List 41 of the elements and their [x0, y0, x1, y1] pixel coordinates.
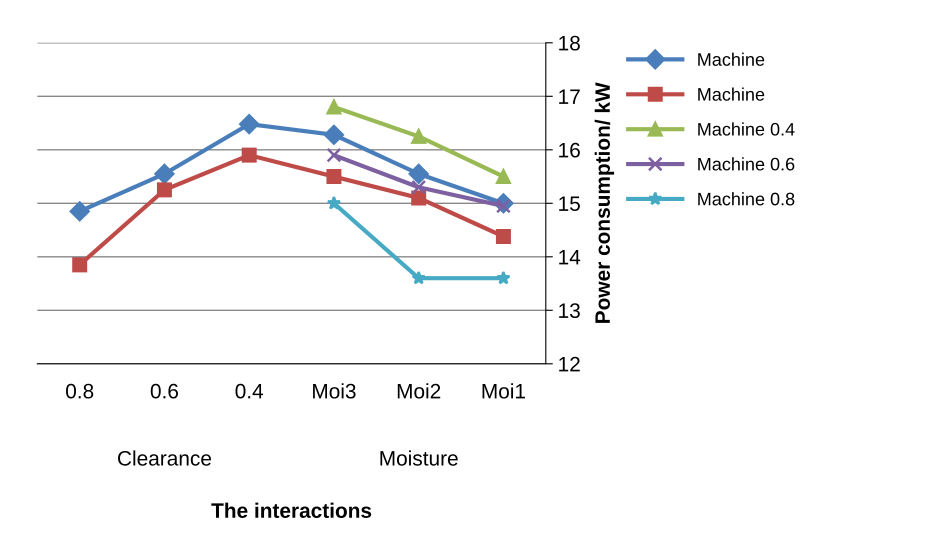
point — [411, 180, 426, 195]
point — [239, 114, 260, 134]
y-tick-label: 12 — [559, 356, 580, 372]
legend-label: Machine 0.6 — [698, 157, 794, 171]
point — [242, 148, 257, 163]
x-tick-label: 0.4 — [236, 384, 264, 399]
y-tick-label: 17 — [559, 90, 580, 104]
text: Clearance — [118, 450, 211, 466]
point — [411, 270, 426, 285]
point — [156, 182, 172, 198]
x-tick-label: 0.6 — [150, 384, 178, 399]
point — [496, 228, 511, 244]
x-tick-label: Moi2 — [398, 383, 440, 399]
y-tick-label: 16 — [559, 142, 580, 158]
y-tick-label: 13 — [559, 303, 580, 318]
point — [408, 164, 429, 184]
point — [154, 164, 175, 184]
point — [326, 169, 342, 184]
point — [411, 190, 426, 206]
text: Moisture — [380, 450, 458, 466]
x-tick-label: 0.8 — [66, 384, 94, 399]
legend-label: Machine 0.4 — [698, 122, 795, 136]
legend-label: Machine — [698, 52, 764, 66]
point — [326, 100, 342, 114]
legend-label: Machine 0.8 — [698, 192, 794, 206]
point — [496, 270, 511, 285]
y-tick-label: 14 — [559, 250, 580, 264]
point — [326, 196, 342, 210]
y-tick-label: 18 — [559, 36, 580, 51]
point — [72, 257, 88, 272]
x-axis-title: The interactions — [211, 502, 372, 518]
point — [324, 124, 344, 145]
x-tick-label: Moi3 — [313, 383, 356, 399]
point — [326, 148, 342, 163]
point — [411, 128, 426, 144]
y-axis-title: Power consumption/ kW — [594, 82, 614, 323]
y-tick-label: 15 — [559, 196, 580, 212]
point — [496, 169, 511, 184]
point — [70, 201, 90, 222]
x-tick-label: Moi1 — [482, 383, 525, 399]
legend-label: Machine — [698, 88, 764, 101]
